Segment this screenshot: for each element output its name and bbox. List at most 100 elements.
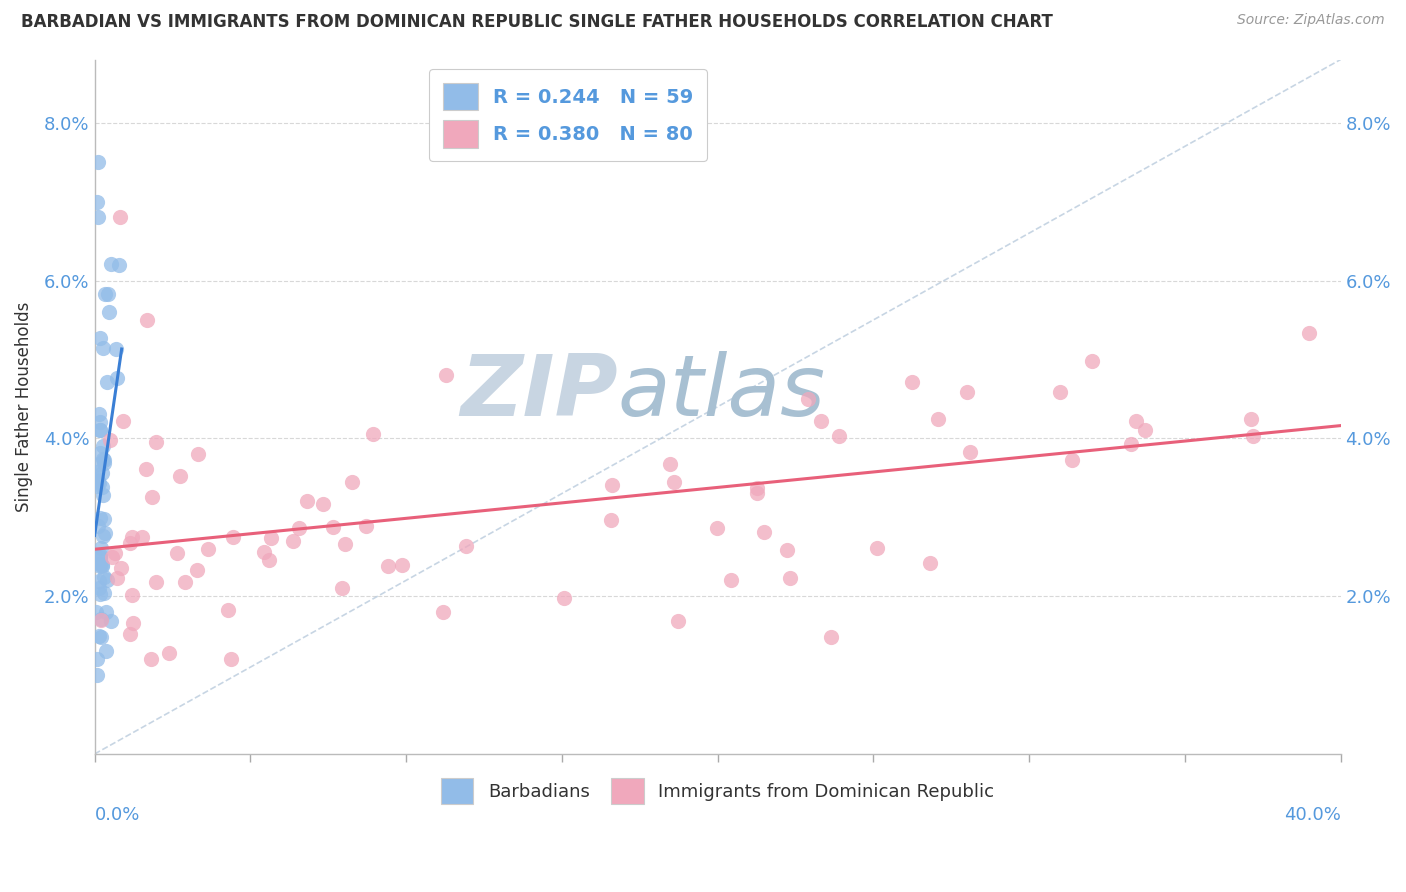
Point (100, 614, 122, 628)
Point (779, 571, 801, 585)
Point (927, 412, 949, 426)
Point (796, 392, 818, 406)
Point (166, 546, 188, 560)
Point (89, 548, 111, 562)
Point (89, 446, 111, 460)
Point (173, 574, 195, 589)
Point (86, 668, 108, 682)
Point (96, 573, 118, 587)
Point (287, 521, 309, 535)
Point (86, 194, 108, 209)
Legend: Barbadians, Immigrants from Dominican Republic: Barbadians, Immigrants from Dominican Re… (430, 767, 1005, 814)
Point (810, 414, 832, 428)
Point (87, 518, 110, 533)
Point (89, 549, 111, 564)
Point (1060, 453, 1083, 467)
Point (87, 407, 110, 421)
Point (87, 474, 110, 488)
Point (322, 520, 344, 534)
Point (96, 605, 118, 619)
Point (91, 452, 114, 467)
Point (97, 287, 120, 301)
Point (104, 546, 127, 560)
Point (90, 558, 112, 572)
Text: Source: ZipAtlas.com: Source: ZipAtlas.com (1237, 13, 1385, 28)
Text: 40.0%: 40.0% (1284, 806, 1340, 824)
Point (283, 533, 305, 548)
Point (104, 342, 127, 356)
Point (456, 539, 478, 553)
Point (706, 521, 728, 535)
Point (108, 211, 131, 225)
Point (745, 486, 768, 500)
Point (110, 561, 132, 575)
Point (98, 304, 121, 318)
Point (91, 480, 114, 494)
Point (90, 630, 112, 644)
Text: ZIP: ZIP (460, 351, 617, 434)
Point (87, 155, 110, 169)
Point (260, 532, 283, 546)
Point (87, 629, 110, 643)
Point (330, 581, 353, 595)
Point (89, 331, 111, 345)
Point (93, 286, 115, 301)
Point (84, 605, 107, 619)
Point (553, 591, 575, 605)
Point (90, 612, 112, 626)
Point (105, 371, 128, 385)
Point (361, 427, 384, 442)
Point (87, 581, 110, 595)
Point (101, 549, 124, 564)
Point (89, 511, 111, 525)
Point (222, 530, 245, 544)
Point (87, 457, 110, 471)
Point (108, 258, 131, 272)
Text: 0.0%: 0.0% (94, 806, 141, 824)
Point (90, 613, 112, 627)
Point (720, 574, 742, 588)
Point (900, 375, 922, 389)
Point (118, 536, 141, 550)
Point (89, 550, 111, 565)
Point (820, 630, 842, 644)
Point (600, 477, 623, 491)
Point (89, 423, 111, 437)
Point (434, 368, 457, 382)
Point (157, 646, 180, 660)
Y-axis label: Single Father Households: Single Father Households (15, 301, 32, 512)
Point (197, 541, 219, 556)
Point (959, 445, 981, 459)
Point (1135, 423, 1157, 437)
Point (377, 558, 399, 573)
Point (86, 652, 108, 666)
Point (86, 479, 108, 493)
Point (93, 488, 115, 502)
Point (1298, 326, 1320, 340)
Point (91, 341, 114, 355)
Point (920, 556, 942, 570)
Point (90, 466, 112, 480)
Point (828, 429, 851, 443)
Point (122, 616, 145, 631)
Point (89, 423, 111, 437)
Point (169, 468, 191, 483)
Point (217, 602, 239, 616)
Point (131, 531, 153, 545)
Point (94, 644, 117, 658)
Point (747, 481, 769, 495)
Point (105, 571, 128, 585)
Point (121, 588, 143, 602)
Point (752, 524, 775, 539)
Point (136, 313, 159, 327)
Point (391, 558, 413, 572)
Point (135, 462, 157, 476)
Point (219, 652, 242, 666)
Point (141, 490, 163, 504)
Point (89, 415, 111, 429)
Point (145, 434, 167, 449)
Point (89, 587, 111, 601)
Point (1081, 353, 1104, 368)
Point (89, 476, 111, 491)
Point (84, 466, 107, 480)
